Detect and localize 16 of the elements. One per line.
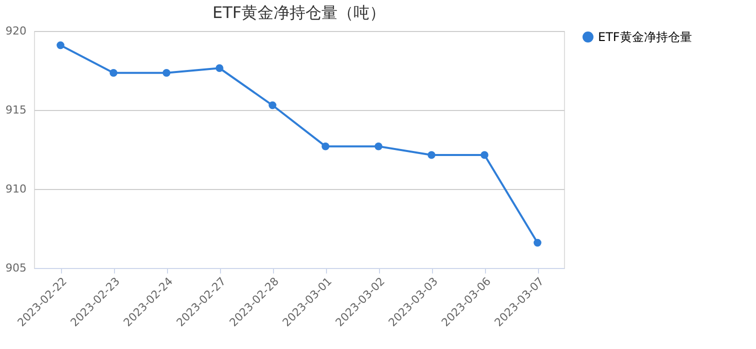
- point: [480, 151, 488, 159]
- point: [322, 142, 330, 150]
- y-tick-label: 910: [6, 182, 26, 196]
- y-tick-label: 915: [6, 104, 26, 116]
- point: [110, 69, 118, 77]
- point: [534, 238, 542, 247]
- y-tick-label: 920: [6, 24, 26, 38]
- point: [374, 142, 382, 150]
- point: [268, 101, 276, 110]
- y-tick-label: 905: [6, 262, 26, 274]
- point: [216, 64, 224, 72]
- legend-label: ETF黄金净持仓量: [598, 30, 692, 44]
- chart-title: ETF黄金净持仓量（吨）: [212, 3, 386, 22]
- point: [56, 41, 64, 50]
- point: [428, 151, 436, 159]
- point: [162, 69, 170, 77]
